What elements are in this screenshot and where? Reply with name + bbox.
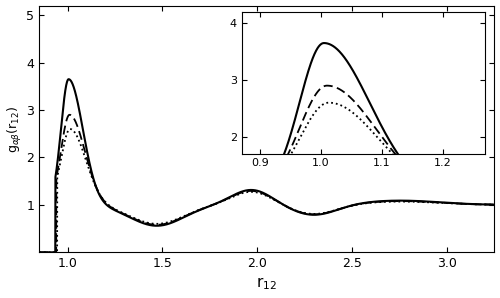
X-axis label: r$_{12}$: r$_{12}$ (256, 276, 278, 292)
Y-axis label: g$_{\alpha\beta}$(r$_{12}$): g$_{\alpha\beta}$(r$_{12}$) (6, 105, 24, 153)
